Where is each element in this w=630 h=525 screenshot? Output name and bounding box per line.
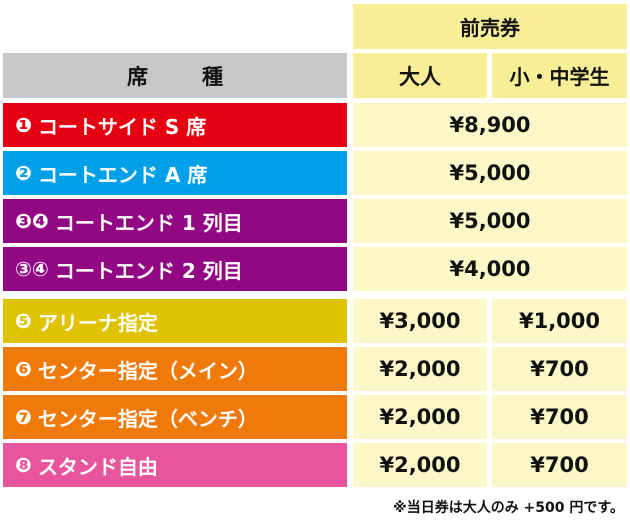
seat-row-1: ❶ コートサイド S 席 <box>3 103 347 147</box>
seat-name: センター指定（メイン） <box>37 358 258 383</box>
price-child: ¥1,000 <box>492 299 627 343</box>
seat-number-badge: ③④ <box>15 257 49 281</box>
seat-name: コートエンド 2 列目 <box>54 258 243 283</box>
seat-number-badge: ❻ <box>15 357 32 381</box>
price-all: ¥8,900 <box>353 103 627 147</box>
seat-row-3: ❸❹ コートエンド 1 列目 <box>3 199 347 243</box>
seat-name: コートサイド S 席 <box>37 114 207 139</box>
seat-row-6: ❻ センター指定（メイン） <box>3 347 347 391</box>
price-child: ¥700 <box>492 395 627 439</box>
advance-ticket-header: 前売券 <box>353 4 627 49</box>
seat-number-badge: ❺ <box>15 309 32 333</box>
seat-name: センター指定（ベンチ） <box>37 406 258 431</box>
seat-number-badge: ❶ <box>15 113 32 137</box>
seat-name: コートエンド 1 列目 <box>54 210 243 235</box>
seat-name: スタンド自由 <box>37 454 158 479</box>
seat-row-4: ③④ コートエンド 2 列目 <box>3 247 347 291</box>
seat-number-badge: ❼ <box>15 405 32 429</box>
seat-row-8: ❽ スタンド自由 <box>3 443 347 487</box>
price-child: ¥700 <box>492 347 627 391</box>
seat-number-badge: ❸❹ <box>15 209 49 233</box>
price-adult: ¥2,000 <box>353 395 487 439</box>
seat-name: アリーナ指定 <box>37 310 158 335</box>
price-adult: ¥3,000 <box>353 299 487 343</box>
seat-type-header: 席種 <box>3 53 347 98</box>
price-adult: ¥2,000 <box>353 443 487 487</box>
seat-row-7: ❼ センター指定（ベンチ） <box>3 395 347 439</box>
price-all: ¥4,000 <box>353 247 627 291</box>
price-adult: ¥2,000 <box>353 347 487 391</box>
seat-type-header-b: 種 <box>202 64 223 89</box>
seat-type-header-a: 席 <box>127 64 148 89</box>
price-all: ¥5,000 <box>353 151 627 195</box>
child-header: 小・中学生 <box>492 53 627 98</box>
seat-row-5: ❺ アリーナ指定 <box>3 299 347 343</box>
same-day-note: ※当日券は大人のみ +500 円です。 <box>393 500 624 516</box>
seat-number-badge: ❷ <box>15 161 32 185</box>
seat-name: コートエンド A 席 <box>37 162 208 187</box>
adult-header: 大人 <box>353 53 487 98</box>
seat-number-badge: ❽ <box>15 453 32 477</box>
price-child: ¥700 <box>492 443 627 487</box>
price-all: ¥5,000 <box>353 199 627 243</box>
seat-row-2: ❷ コートエンド A 席 <box>3 151 347 195</box>
